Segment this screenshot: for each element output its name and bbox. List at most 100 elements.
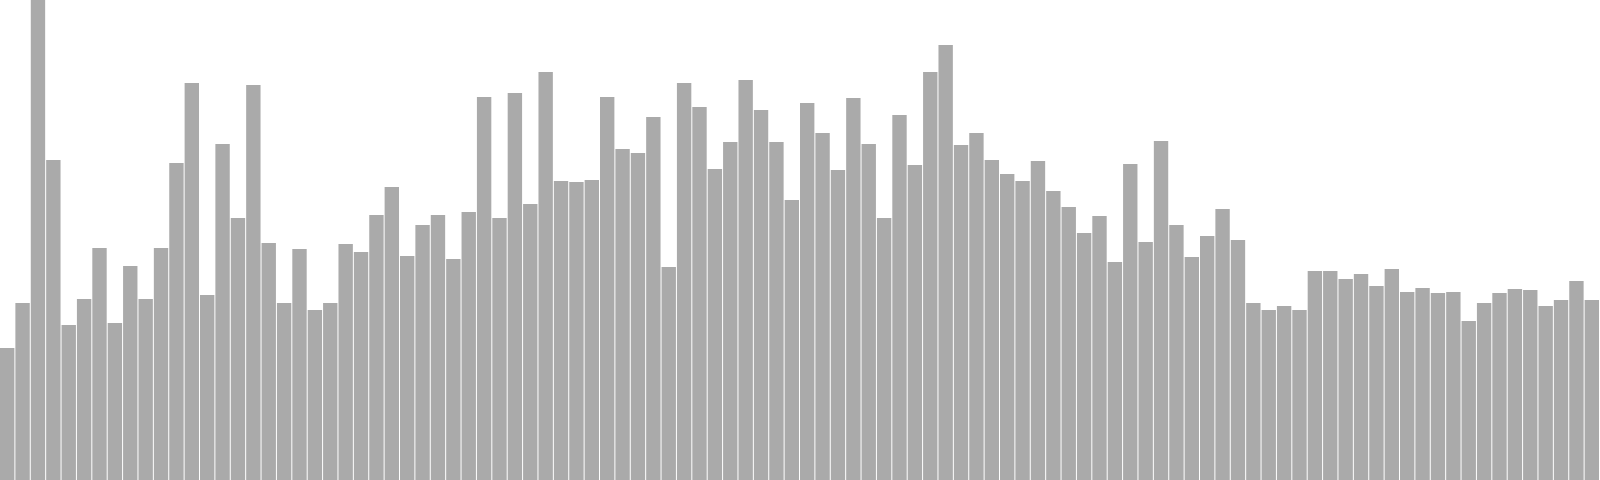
bar-95 <box>1461 321 1476 480</box>
bar-38 <box>584 180 599 480</box>
bar-12 <box>184 83 199 480</box>
bar-43 <box>661 267 676 480</box>
bar-97 <box>1492 293 1507 480</box>
bar-23 <box>353 252 369 480</box>
bar-57 <box>876 218 892 480</box>
bar-19 <box>292 249 307 480</box>
bar-87 <box>1338 279 1353 480</box>
bar-89 <box>1369 286 1384 480</box>
bar-103 <box>1584 300 1599 480</box>
bar-30 <box>461 212 476 480</box>
bar-26 <box>400 256 415 480</box>
bar-82 <box>1261 310 1276 480</box>
bar-90 <box>1384 269 1399 480</box>
bar-60 <box>923 72 938 480</box>
bar-7 <box>107 323 123 480</box>
bar-86 <box>1323 271 1338 480</box>
bar-80 <box>1230 240 1246 480</box>
bar-53 <box>815 133 830 480</box>
bar-16 <box>246 85 261 480</box>
bar-22 <box>338 244 353 480</box>
bar-10 <box>153 248 169 480</box>
bar-76 <box>1169 225 1184 480</box>
bar-63 <box>969 133 984 480</box>
bar-48 <box>738 80 753 480</box>
bar-55 <box>846 98 861 480</box>
bar-5 <box>76 299 92 480</box>
bar-75 <box>1153 141 1169 480</box>
bar-21 <box>323 303 338 480</box>
bar-62 <box>953 145 969 480</box>
bar-41 <box>630 153 646 480</box>
bar-78 <box>1200 236 1215 480</box>
bar-20 <box>307 310 323 480</box>
bar-101 <box>1553 300 1569 480</box>
bar-54 <box>830 170 846 480</box>
bar-52 <box>800 103 815 480</box>
bar-39 <box>600 97 615 480</box>
bar-18 <box>276 303 292 480</box>
bar-59 <box>907 165 923 480</box>
bar-28 <box>430 215 446 480</box>
bar-92 <box>1415 288 1430 480</box>
bar-81 <box>1246 303 1261 480</box>
bar-102 <box>1569 281 1584 480</box>
bar-51 <box>784 200 799 480</box>
bar-35 <box>538 72 553 480</box>
bar-6 <box>92 248 107 480</box>
bar-50 <box>769 142 784 480</box>
bar-85 <box>1307 271 1323 480</box>
bar-40 <box>615 149 630 480</box>
bar-74 <box>1138 242 1153 480</box>
bar-61 <box>938 45 953 480</box>
bar-25 <box>384 187 399 480</box>
bar-13 <box>200 295 215 480</box>
bar-71 <box>1092 216 1107 480</box>
bar-84 <box>1292 310 1307 480</box>
bar-67 <box>1030 161 1046 480</box>
bar-94 <box>1446 292 1461 480</box>
bar-11 <box>169 163 184 480</box>
bar-1 <box>15 303 30 480</box>
bar-88 <box>1353 274 1369 480</box>
bar-91 <box>1400 292 1415 480</box>
bar-3 <box>46 160 61 480</box>
bar-44 <box>676 83 692 480</box>
bar-69 <box>1061 207 1076 480</box>
bar-100 <box>1538 306 1553 480</box>
bar-42 <box>646 117 661 480</box>
bar-24 <box>369 215 384 480</box>
bar-46 <box>707 169 723 480</box>
bar-83 <box>1276 306 1292 480</box>
bar-34 <box>523 204 538 480</box>
bar-96 <box>1476 303 1492 480</box>
bar-8 <box>123 266 138 480</box>
bar-73 <box>1123 164 1138 480</box>
bar-17 <box>261 243 276 480</box>
bar-27 <box>415 225 430 480</box>
bar-98 <box>1507 289 1523 480</box>
bar-45 <box>692 107 707 480</box>
bar-72 <box>1107 262 1123 480</box>
bar-9 <box>138 299 153 480</box>
bar-65 <box>1000 174 1015 480</box>
bar-99 <box>1523 290 1538 480</box>
bar-4 <box>61 325 76 480</box>
bar-0 <box>0 348 15 480</box>
bar-47 <box>723 142 738 480</box>
bar-68 <box>1046 191 1061 480</box>
bar-14 <box>215 144 230 480</box>
bar-15 <box>230 218 246 480</box>
bar-33 <box>507 93 523 480</box>
bar-58 <box>892 115 907 480</box>
bar-79 <box>1215 209 1230 480</box>
bar-29 <box>446 259 461 480</box>
bar-32 <box>492 218 507 480</box>
bar-49 <box>753 110 769 480</box>
bar-37 <box>569 182 584 480</box>
bar-93 <box>1430 293 1446 480</box>
bar-77 <box>1184 257 1199 480</box>
bar-70 <box>1076 233 1092 480</box>
